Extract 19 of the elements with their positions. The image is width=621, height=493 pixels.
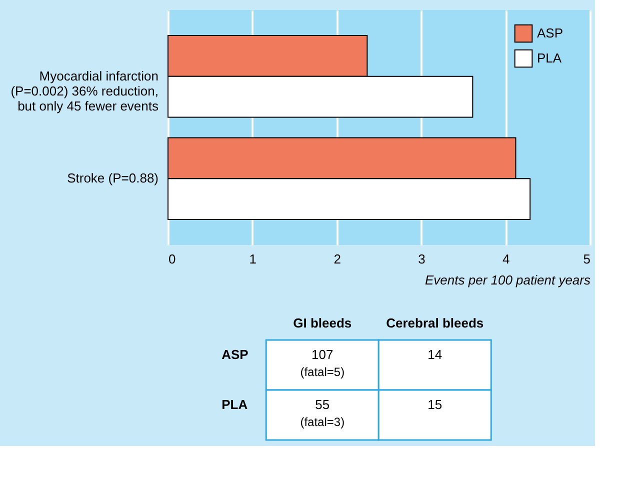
x-tick-label: 3: [418, 252, 426, 266]
data-label: 15: [428, 397, 442, 412]
legend-label: ASP: [537, 26, 564, 40]
x-axis-title: Events per 100 patient years: [425, 272, 591, 288]
x-tick-label: 2: [334, 252, 341, 266]
x-tick-label: GI bleeds: [293, 316, 352, 330]
x-tick-label: 0: [168, 252, 176, 266]
x-tick-label: Cerebral bleeds: [386, 316, 484, 330]
x-tick-label: 4: [502, 252, 510, 266]
annotation: (fatal=5): [300, 365, 345, 379]
data-label: 55: [315, 397, 330, 412]
x-tick-label: 1: [249, 252, 257, 266]
x-tick-label: 5: [583, 252, 590, 266]
legend-label: PLA: [537, 50, 562, 66]
y-tick-label: Myocardial infarction (P=0.002) 36% reduction, but only 45 fewer events: [10, 68, 159, 114]
data-label: 14: [428, 347, 442, 362]
data-label: 107: [312, 347, 334, 362]
y-tick-label: Stroke (P=0.88): [67, 170, 158, 186]
annotation: (fatal=3): [300, 415, 345, 429]
